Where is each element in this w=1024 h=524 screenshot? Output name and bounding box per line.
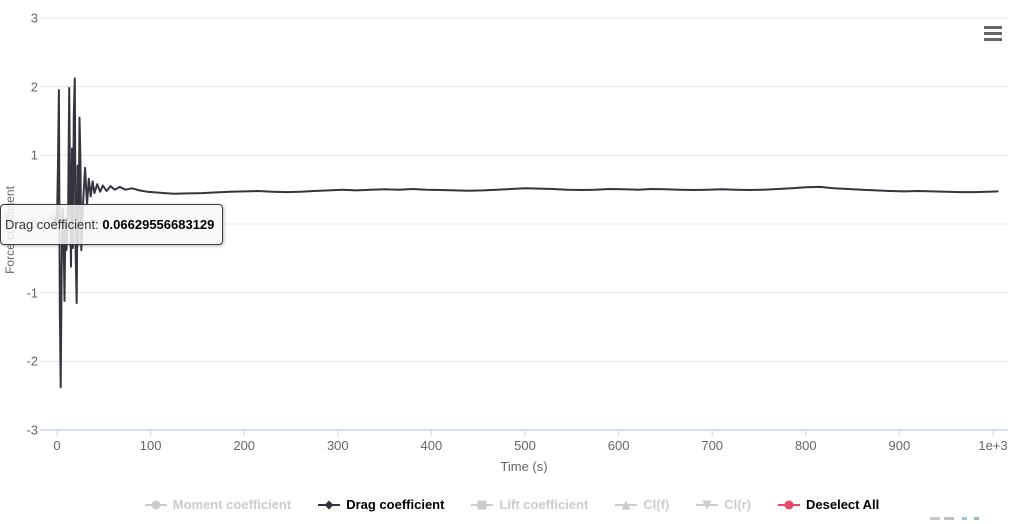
export-menu-button[interactable] bbox=[984, 26, 1002, 41]
x-axis-label-400: 400 bbox=[420, 438, 443, 453]
legend-item-deselect-all[interactable]: Deselect All bbox=[778, 497, 879, 512]
y-axis-label-3: 3 bbox=[30, 10, 38, 26]
circle-marker-icon bbox=[144, 500, 167, 509]
x-axis-label-900: 900 bbox=[888, 438, 911, 453]
x-axis-label-800: 800 bbox=[794, 438, 817, 453]
y-axis-label--3: -3 bbox=[26, 422, 38, 438]
diamond-marker-icon bbox=[318, 500, 341, 509]
x-axis-label-500: 500 bbox=[514, 438, 536, 453]
legend-label-lift-coefficient: Lift coefficient bbox=[499, 497, 589, 512]
legend-item-drag-coefficient[interactable]: Drag coefficient bbox=[318, 497, 444, 512]
x-axis-label-100: 100 bbox=[139, 438, 162, 453]
tooltip: Drag coefficient: 0.06629556683129 bbox=[0, 204, 224, 245]
x-axis-label-300: 300 bbox=[326, 438, 349, 453]
tooltip-series-label: Drag coefficient: bbox=[5, 217, 99, 232]
y-axis-label-2: 2 bbox=[30, 79, 38, 95]
x-axis-label-200: 200 bbox=[233, 438, 256, 453]
y-axis-label--1: -1 bbox=[26, 285, 38, 301]
legend-item-moment-coefficient[interactable]: Moment coefficient bbox=[144, 497, 292, 512]
circle-marker-icon bbox=[778, 500, 801, 509]
hamburger-icon bbox=[984, 26, 1002, 29]
legend-label-moment-coefficient: Moment coefficient bbox=[172, 497, 292, 512]
legend-label-deselect-all: Deselect All bbox=[806, 497, 880, 512]
legend-label-cl-r: Cl(r) bbox=[724, 497, 752, 512]
artifact-specks bbox=[930, 517, 992, 521]
x-axis-title: Time (s) bbox=[500, 459, 548, 474]
triangle-marker-icon bbox=[615, 500, 638, 509]
legend-item-cl-r[interactable]: Cl(r) bbox=[696, 497, 751, 512]
square-marker-icon bbox=[471, 500, 494, 509]
legend-item-lift-coefficient[interactable]: Lift coefficient bbox=[471, 497, 588, 512]
legend-item-cl-f[interactable]: Cl(f) bbox=[615, 497, 669, 512]
legend-label-cl-f: Cl(f) bbox=[643, 497, 670, 512]
y-axis-label-1: 1 bbox=[30, 147, 38, 163]
x-axis-label-0: 0 bbox=[53, 438, 61, 453]
tooltip-value: 0.06629556683129 bbox=[102, 217, 215, 232]
legend-label-drag-coefficient: Drag coefficient bbox=[346, 497, 445, 512]
series-line-drag-coefficient[interactable] bbox=[56, 77, 999, 389]
legend: Moment coefficient Drag coefficient Lift c… bbox=[0, 497, 1024, 512]
triangle-down-marker-icon bbox=[696, 500, 719, 509]
x-axis-label-1e+3: 1e+3 bbox=[978, 438, 1008, 453]
x-axis-label-700: 700 bbox=[701, 438, 724, 453]
x-axis-label-600: 600 bbox=[607, 438, 630, 453]
y-axis-label--2: -2 bbox=[26, 353, 38, 369]
